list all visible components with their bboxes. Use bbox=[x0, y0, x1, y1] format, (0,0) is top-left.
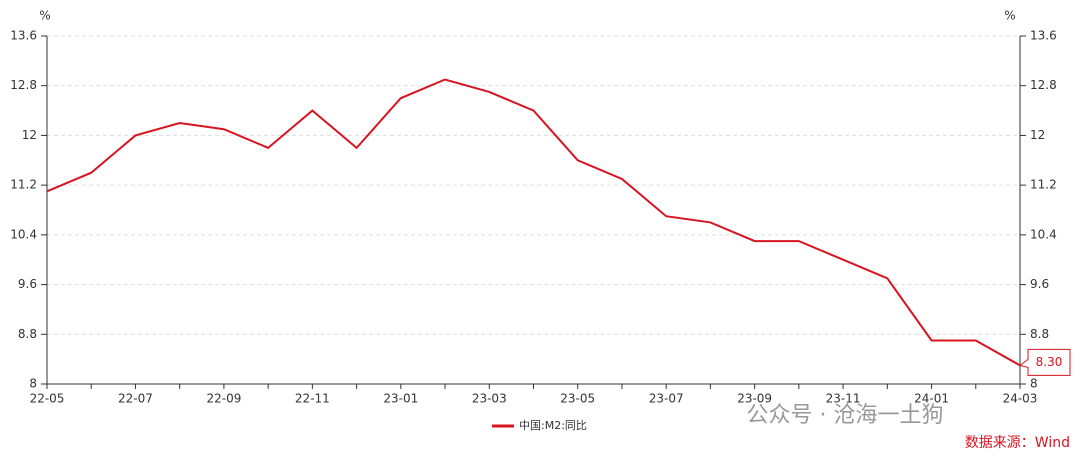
y2-tick-label: 10.4 bbox=[1030, 227, 1057, 241]
y2-tick-label: 11.2 bbox=[1030, 178, 1057, 192]
y2-tick-label: 8 bbox=[1030, 377, 1038, 391]
y-tick-label: 8 bbox=[29, 377, 37, 391]
legend-label: 中国:M2:同比 bbox=[519, 419, 587, 432]
x-tick-label: 23-01 bbox=[383, 392, 418, 406]
y-tick-label: 11.2 bbox=[10, 178, 37, 192]
x-tick-label: 22-11 bbox=[295, 392, 330, 406]
value-label-box bbox=[1018, 348, 1071, 376]
x-tick-label: 24-03 bbox=[1003, 392, 1038, 406]
x-tick-label: 23-11 bbox=[826, 392, 861, 406]
x-tick-label: 23-07 bbox=[649, 392, 684, 406]
x-tick-label: 23-09 bbox=[737, 392, 772, 406]
data-line bbox=[46, 78, 1021, 367]
source-note: 数据来源：Wind bbox=[965, 435, 1070, 451]
y-tick-label: 9.6 bbox=[18, 277, 37, 291]
x-tick-label: 24-01 bbox=[914, 392, 949, 406]
y2-unit: % bbox=[1004, 9, 1015, 23]
y-tick-label: 12 bbox=[22, 128, 37, 142]
y-unit: % bbox=[39, 9, 50, 23]
y-tick-label: 13.6 bbox=[10, 29, 37, 43]
x-tick-label: 22-07 bbox=[118, 392, 153, 406]
y2-tick-label: 12.8 bbox=[1030, 78, 1057, 92]
y-tick-label: 8.8 bbox=[18, 327, 37, 341]
y2-tick-label: 13.6 bbox=[1030, 29, 1057, 43]
x-tick-label: 22-09 bbox=[206, 392, 241, 406]
y-tick-label: 12.8 bbox=[10, 78, 37, 92]
x-tick-label: 23-05 bbox=[560, 392, 595, 406]
y2-tick-label: 9.6 bbox=[1030, 277, 1049, 291]
x-tick-label: 22-05 bbox=[30, 392, 65, 406]
x-tick-label: 23-03 bbox=[472, 392, 507, 406]
y2-tick-label: 12 bbox=[1030, 128, 1045, 142]
value-label: 8.30 bbox=[1036, 355, 1063, 369]
watermark: 公众号 · 沧海一土狗 bbox=[747, 403, 944, 428]
y2-tick-label: 8.8 bbox=[1030, 327, 1049, 341]
y-tick-label: 10.4 bbox=[10, 227, 37, 241]
